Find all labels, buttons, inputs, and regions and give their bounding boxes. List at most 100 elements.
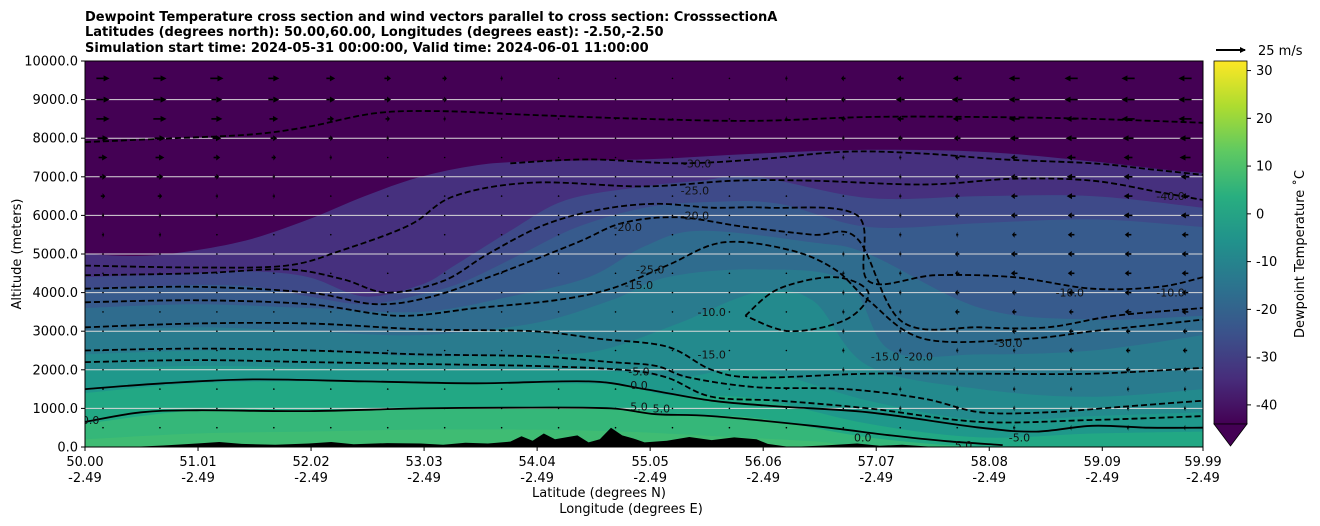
x-axis-label-longitude: Longitude (degrees E) xyxy=(559,502,703,517)
wind-vector xyxy=(1009,135,1019,142)
contour-label: -25.0 xyxy=(681,184,709,197)
wind-vector xyxy=(1181,308,1189,315)
wind-vector xyxy=(102,330,104,333)
wind-vector xyxy=(443,176,446,178)
chart-title-line-2: Latitudes (degrees north): 50.00,60.00, … xyxy=(85,25,664,40)
y-tick-label: 6000.0 xyxy=(33,209,79,224)
wind-vector xyxy=(614,176,617,178)
colorbar-tick-label: -40 xyxy=(1256,398,1277,413)
wind-vector xyxy=(728,349,731,352)
wind-vector xyxy=(329,233,332,236)
wind-vector xyxy=(728,388,731,390)
wind-vector xyxy=(1126,424,1130,431)
wind-vector-head xyxy=(1013,386,1015,393)
wind-vector-head xyxy=(1066,173,1072,180)
wind-vector-head xyxy=(956,347,958,354)
x-tick-label-lon: -2.49 xyxy=(181,471,215,486)
wind-vector xyxy=(216,291,218,294)
wind-vector-head xyxy=(1070,405,1072,412)
wind-vector-head xyxy=(102,231,105,238)
wind-vector xyxy=(443,369,446,371)
wind-vector xyxy=(329,154,332,161)
wind-vector-head xyxy=(1068,308,1072,315)
wind-vector-head xyxy=(899,251,901,257)
wind-vector xyxy=(385,115,390,122)
wind-vector xyxy=(899,405,902,412)
wind-vector xyxy=(1010,154,1018,161)
colorbar-tick-label: 10 xyxy=(1256,160,1273,175)
wind-vector xyxy=(1067,289,1075,296)
wind-vector xyxy=(955,173,960,180)
wind-vector xyxy=(273,291,275,294)
wind-vector xyxy=(1066,173,1076,180)
wind-vector xyxy=(211,115,223,122)
wind-vector xyxy=(614,98,617,101)
wind-vector-head xyxy=(102,212,105,219)
wind-vector xyxy=(614,253,617,255)
wind-vector-head xyxy=(159,173,164,180)
wind-vector-head xyxy=(1123,193,1129,200)
contour-line xyxy=(85,347,1203,415)
wind-vector-head xyxy=(1010,212,1015,219)
wind-vector xyxy=(215,193,218,200)
wind-vector-head xyxy=(159,154,165,161)
wind-vector xyxy=(728,195,731,197)
wind-vector xyxy=(273,253,275,255)
wind-vector xyxy=(443,214,446,217)
wind-vector xyxy=(671,137,674,139)
wind-vector-head xyxy=(102,154,108,161)
x-tick-label-lat: 53.03 xyxy=(405,455,442,470)
x-axis: 50.00-2.4951.01-2.4952.02-2.4953.03-2.49… xyxy=(66,447,1222,486)
wind-vector xyxy=(614,233,617,236)
wind-vector xyxy=(1121,75,1135,82)
wind-vector xyxy=(785,330,788,333)
wind-vector-head xyxy=(501,96,503,103)
wind-vector xyxy=(1179,135,1191,142)
contour-label: 5.0 xyxy=(653,402,671,415)
wind-vector xyxy=(1008,75,1020,82)
wind-vector xyxy=(841,96,846,103)
wind-vector xyxy=(273,311,275,313)
wind-vector xyxy=(159,426,161,429)
contour-label: -15.0 xyxy=(625,279,653,292)
wind-vector-head xyxy=(387,75,392,82)
wind-vector xyxy=(500,407,503,410)
x-tick-label-lon: -2.49 xyxy=(1186,471,1220,486)
wind-vector xyxy=(156,173,164,180)
wind-vector xyxy=(841,75,846,82)
wind-vector-head xyxy=(1181,289,1186,296)
wind-vector-head xyxy=(1124,308,1129,315)
wind-vector xyxy=(728,253,731,255)
wind-vector xyxy=(956,426,959,429)
wind-vector-head xyxy=(444,115,446,122)
wind-vector-head xyxy=(1125,347,1129,354)
wind-vector xyxy=(500,349,503,352)
colorbar-ticks: -40 -30 -20 -10 0 10 20 30 xyxy=(1247,64,1277,413)
wind-vector-head xyxy=(955,193,958,200)
wind-vector xyxy=(1067,231,1075,238)
wind-vector xyxy=(1179,154,1191,161)
contour-label: 0.0 xyxy=(630,379,648,392)
wind-vector-head xyxy=(1011,308,1015,315)
wind-vector-head xyxy=(1126,424,1129,431)
wind-vector-head xyxy=(955,289,958,296)
wind-vector xyxy=(500,291,503,294)
wind-vector-head xyxy=(444,75,447,82)
wind-vector xyxy=(842,388,845,390)
wind-vector xyxy=(326,75,336,82)
wind-vector xyxy=(211,96,223,103)
wind-vector-head xyxy=(1178,75,1185,82)
wind-vector-head xyxy=(1067,212,1072,219)
wind-vector xyxy=(728,407,731,410)
wind-vector xyxy=(899,347,902,354)
y-tick-label: 0.0 xyxy=(57,441,78,456)
wind-vector xyxy=(101,212,105,219)
wind-vector xyxy=(384,96,392,103)
wind-vector-head xyxy=(899,405,901,412)
wind-vector-head xyxy=(1124,289,1129,296)
wind-vector-head xyxy=(895,96,902,103)
wind-vector xyxy=(557,330,560,333)
wind-vector xyxy=(1121,96,1135,103)
wind-vector-head xyxy=(330,115,335,122)
